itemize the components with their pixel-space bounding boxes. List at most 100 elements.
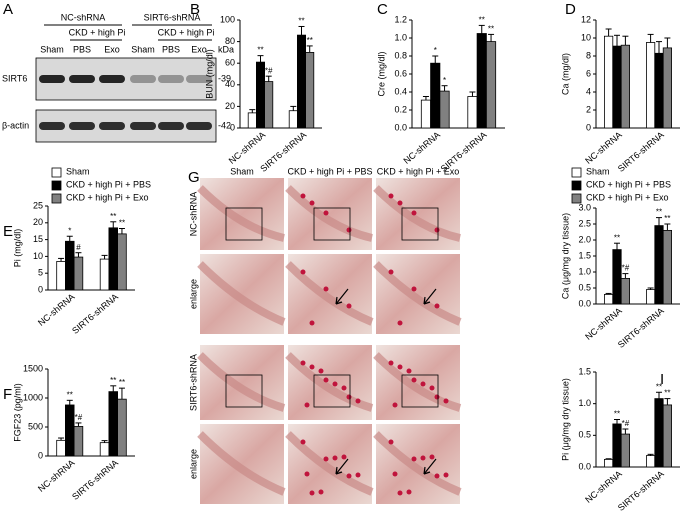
calcification: [309, 200, 315, 206]
significance-label: **: [298, 17, 304, 26]
calcification: [406, 489, 412, 495]
tissue-image: [200, 178, 284, 250]
bar: [99, 442, 110, 457]
calcification: [300, 193, 306, 199]
calcification: [346, 303, 352, 309]
y-tick-label: 8: [586, 50, 591, 60]
panel-letter: D: [565, 1, 576, 18]
blot-band: [99, 122, 125, 130]
tissue-layer: [197, 352, 286, 412]
tissue-image: [200, 424, 284, 504]
tissue-layer: [373, 261, 462, 326]
zoom-box: [401, 207, 439, 241]
x-tick-label: SIRT6-shRNA: [616, 306, 666, 350]
panel-letter: A: [3, 1, 13, 18]
lane-label: Exo: [104, 44, 120, 54]
y-tick-label: 20: [33, 217, 43, 227]
calcification: [304, 402, 310, 408]
arrow: [335, 288, 349, 305]
calcification: [309, 320, 315, 326]
x-tick-label: NC-shRNA: [227, 130, 268, 166]
calcification: [323, 286, 329, 292]
blot-band: [158, 122, 184, 130]
tissue-layer: [373, 431, 462, 496]
significance-label: **: [119, 219, 125, 228]
significance-label: **: [656, 208, 662, 217]
calcification: [341, 385, 347, 391]
y-tick-label: 1.0: [578, 266, 591, 276]
y-tick-label: 0.6: [394, 68, 407, 78]
calcification: [411, 456, 417, 462]
legend-swatch: [51, 193, 62, 204]
panel-letter: I: [660, 371, 664, 388]
blot-band: [99, 75, 125, 83]
significance-label: **: [656, 382, 662, 391]
panel-letter: E: [3, 223, 13, 240]
y-axis-label: FGF23 (pg/ml): [12, 383, 22, 442]
calcification: [304, 471, 310, 477]
tissue-layer: [285, 352, 374, 412]
bar: [420, 99, 431, 129]
x-tick-label: NC-shRNA: [36, 458, 77, 494]
calcification: [323, 456, 329, 462]
y-tick-label: 4: [586, 86, 591, 96]
calcification: [388, 269, 394, 275]
size-label: -42: [218, 120, 231, 130]
calcification: [346, 473, 352, 479]
significance-label: **: [488, 25, 494, 34]
y-tick-label: 100: [220, 14, 235, 24]
tissue-image: [200, 345, 284, 420]
calcification: [397, 320, 403, 326]
y-tick-label: 500: [28, 421, 43, 431]
tissue-image: [376, 345, 460, 420]
row-label: SIRT6-shRNA: [188, 354, 198, 411]
y-tick-label: 15: [33, 234, 43, 244]
y-tick-label: 12: [581, 14, 591, 24]
tissue-layer: [197, 431, 286, 496]
y-tick-label: 1.5: [578, 366, 591, 376]
bar: [612, 423, 622, 468]
tissue-image: [288, 345, 372, 420]
calcification: [443, 472, 449, 478]
bar: [288, 110, 298, 129]
zoom-box: [225, 374, 263, 408]
x-tick-label: SIRT6-shRNA: [616, 130, 666, 174]
legend-swatch: [571, 193, 582, 204]
bar: [65, 404, 75, 457]
blot-band: [186, 75, 212, 83]
bar: [612, 249, 622, 305]
blot-band: [130, 122, 156, 130]
y-axis-label: Ca (mg/dl): [560, 53, 570, 95]
x-tick-label: NC-shRNA: [402, 130, 443, 166]
bar: [662, 47, 673, 129]
x-tick-label: SIRT6-shRNA: [616, 469, 666, 513]
bar: [65, 240, 75, 291]
significance-label: **: [664, 214, 670, 223]
significance-label: **: [664, 389, 670, 398]
significance-label: *#: [75, 413, 83, 422]
y-tick-label: 1.5: [578, 250, 591, 260]
y-tick-label: 20: [225, 101, 235, 111]
y-tick-label: 6: [586, 68, 591, 78]
lane-label: PBS: [162, 44, 180, 54]
calcification: [300, 439, 306, 445]
blot-image: [35, 57, 217, 101]
y-tick-label: 0: [586, 122, 591, 132]
y-tick-label: 2.0: [578, 234, 591, 244]
significance-label: *: [434, 46, 437, 55]
legend-label: CKD + high Pi + Exo: [66, 192, 149, 202]
y-tick-label: 0.4: [394, 86, 407, 96]
x-tick-label: SIRT6-shRNA: [439, 130, 489, 174]
legend-swatch: [51, 180, 62, 191]
calcification: [429, 454, 435, 460]
calcification: [420, 381, 426, 387]
blot-band: [39, 75, 65, 83]
bar: [73, 256, 84, 291]
y-tick-label: 0.0: [578, 298, 591, 308]
y-tick-label: 2: [586, 104, 591, 114]
arrow: [423, 458, 437, 475]
bar: [439, 90, 450, 129]
bar: [99, 258, 110, 291]
bar: [485, 41, 497, 129]
